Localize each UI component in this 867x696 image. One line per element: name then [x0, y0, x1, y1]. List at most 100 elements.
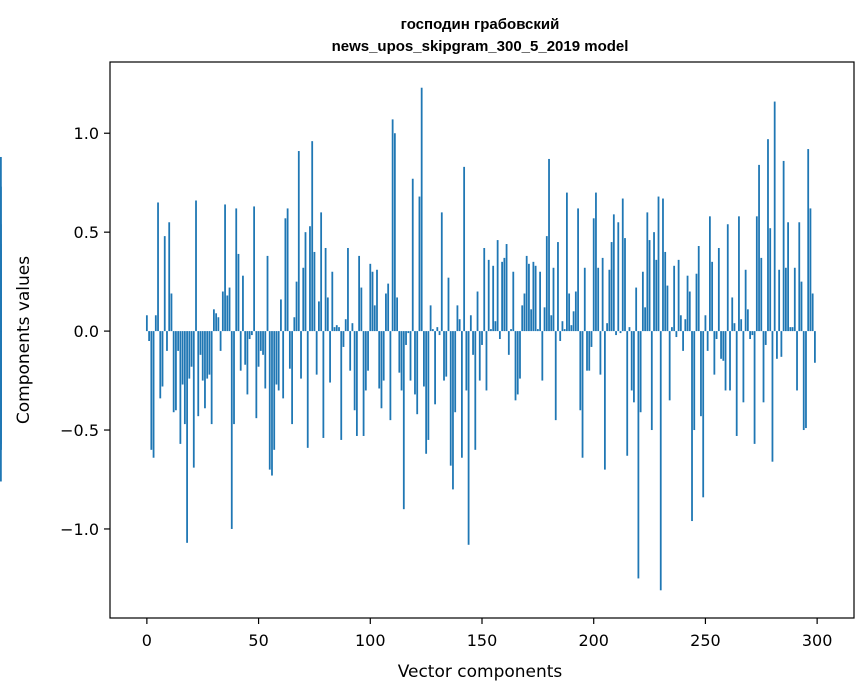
bar-35: [224, 204, 226, 332]
bar-200: [592, 218, 595, 332]
bar-147: [474, 331, 477, 450]
bar-48: [253, 206, 255, 332]
bar-221: [639, 331, 642, 413]
bar-73: [309, 226, 311, 332]
bar-90: [347, 247, 349, 332]
bar-153: [487, 259, 490, 332]
bar-198: [588, 331, 591, 371]
bar-195: [581, 331, 584, 458]
bar-286: [784, 267, 787, 332]
bar-298: [811, 293, 814, 332]
bar-156: [494, 321, 497, 332]
bar-235: [671, 327, 673, 332]
bar-285: [782, 160, 785, 332]
bar-10: [168, 222, 171, 332]
bar-159: [501, 261, 503, 332]
y-tick-label: −0.5: [60, 421, 99, 440]
bar-185: [559, 331, 562, 341]
bar-220: [637, 331, 640, 579]
bar-183: [554, 331, 557, 421]
bar-157: [496, 240, 499, 332]
bar-72: [306, 331, 309, 448]
bar-284: [780, 331, 783, 357]
bar-38: [230, 331, 233, 529]
bar-228: [655, 259, 658, 332]
bar-224: [646, 212, 649, 332]
bar-276: [762, 331, 765, 403]
bar-239: [679, 315, 682, 332]
bar-13: [175, 331, 177, 411]
bar-123: [420, 87, 423, 332]
bar-79: [322, 331, 325, 438]
bar-23: [197, 331, 200, 417]
bar-125: [425, 331, 428, 454]
bar-206: [606, 323, 609, 332]
bar-122: [418, 196, 421, 332]
bar-126: [427, 331, 430, 440]
bar-280: [771, 331, 774, 462]
bar-299: [814, 331, 816, 363]
bar-111: [393, 133, 396, 332]
bar-257: [720, 331, 722, 359]
bar-287: [787, 222, 789, 332]
bar-100: [369, 263, 372, 332]
bar-116: [405, 331, 407, 345]
bar-237: [675, 331, 678, 338]
bar-53: [264, 331, 267, 389]
bar-97: [362, 331, 365, 436]
bar-95: [358, 255, 361, 332]
bar-143: [465, 331, 468, 391]
bar-241: [684, 319, 687, 332]
bar-166: [516, 331, 519, 395]
bar-151: [483, 247, 486, 332]
bar-76: [315, 331, 318, 375]
bar-258: [722, 331, 725, 361]
bar-212: [619, 331, 622, 334]
bar-16: [181, 331, 184, 385]
bar-214: [624, 238, 626, 332]
bar-98: [364, 331, 367, 391]
bar-140: [458, 319, 461, 332]
bar-182: [552, 267, 555, 332]
bar-87: [340, 331, 343, 440]
bar-261: [729, 331, 731, 391]
bar-118: [409, 331, 412, 381]
bar-283: [778, 269, 781, 332]
bar-279: [769, 228, 772, 332]
bar-248: [700, 331, 702, 417]
bar-71: [304, 232, 307, 332]
bar-94: [355, 331, 358, 436]
bar-291: [796, 331, 798, 391]
bar-49: [255, 331, 258, 419]
bar-163: [510, 329, 512, 332]
bar-297: [809, 208, 812, 332]
bar-169: [523, 293, 526, 332]
bar-110: [391, 119, 394, 332]
bar-128: [431, 329, 434, 332]
bar-26: [204, 331, 206, 409]
bar-61: [282, 331, 285, 399]
bar-75: [313, 251, 316, 332]
bar-112: [396, 297, 398, 332]
bar-142: [463, 166, 466, 332]
bar-270: [749, 331, 751, 340]
bar-27: [206, 331, 209, 379]
bar-124: [423, 331, 425, 387]
bar-134: [445, 331, 448, 377]
bar-269: [746, 309, 749, 332]
bar-226: [650, 331, 653, 431]
bar-24: [199, 331, 202, 355]
bar-83: [331, 271, 334, 332]
bar-245: [693, 331, 696, 431]
bar-213: [621, 198, 624, 332]
bar-217: [630, 331, 633, 391]
bar-238: [677, 259, 680, 332]
bar-197: [586, 331, 588, 371]
bar-64: [288, 331, 291, 369]
bar-104: [378, 331, 381, 389]
bar-56: [271, 331, 273, 476]
bar-55: [268, 331, 271, 470]
bar-74: [311, 141, 314, 332]
x-tick-label: 100: [355, 631, 386, 650]
